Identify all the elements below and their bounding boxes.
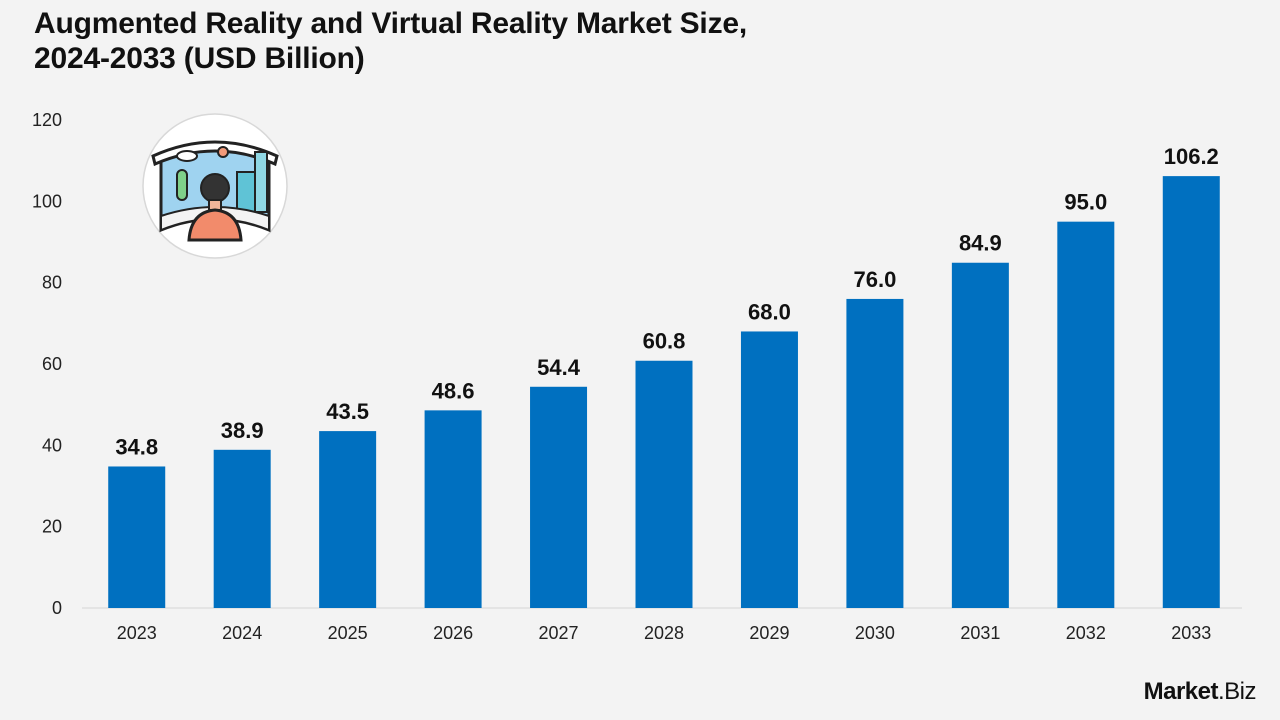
chart-title-line2: 2024-2033 (USD Billion)	[34, 42, 365, 75]
brand-suffix: .Biz	[1217, 678, 1257, 705]
y-tick-label: 100	[32, 191, 62, 211]
chart-title-line1: Augmented Reality and Virtual Reality Ma…	[34, 7, 747, 40]
bar-value-label: 38.9	[221, 418, 264, 443]
bar	[424, 410, 482, 608]
bar	[951, 262, 1009, 608]
x-tick-label: 2032	[1066, 623, 1106, 643]
bar	[635, 360, 693, 608]
x-tick-label: 2033	[1171, 623, 1211, 643]
bar	[319, 431, 377, 608]
y-tick-label: 80	[42, 273, 62, 293]
bars-group: 34.8 38.9 43.5 48.6 54.4 60.8 68.0 76.0 84.9 95.0…	[108, 144, 1220, 608]
bar-value-label: 95.0	[1064, 190, 1107, 215]
bar-value-label: 43.5	[326, 399, 369, 424]
y-tick-label: 20	[42, 517, 62, 537]
brand-logo: Market.Biz	[1143, 678, 1257, 706]
bar-value-label: 60.8	[643, 329, 686, 354]
bar-value-label: 68.0	[748, 299, 791, 324]
y-tick-label: 40	[42, 435, 62, 455]
x-tick-label: 2028	[644, 623, 684, 643]
bar	[740, 331, 798, 608]
bar	[846, 298, 904, 608]
y-tick-label: 60	[42, 354, 62, 374]
bar-value-label: 34.8	[115, 434, 158, 459]
x-tick-label: 2026	[433, 623, 473, 643]
x-tick-label: 2023	[117, 623, 157, 643]
bar-value-label: 54.4	[537, 355, 581, 380]
x-axis: 2023 2024 2025 2026 2027 2028 2029 2030 2031 2032…	[117, 623, 1212, 643]
ar-vr-headset-user-icon	[142, 113, 288, 259]
x-tick-label: 2029	[749, 623, 789, 643]
bar	[108, 466, 166, 608]
bar	[1057, 221, 1115, 608]
bar-value-label: 106.2	[1164, 144, 1219, 169]
chart-title: Augmented Reality and Virtual Reality Ma…	[34, 6, 1034, 76]
x-tick-label: 2030	[855, 623, 895, 643]
x-tick-label: 2027	[539, 623, 579, 643]
bar	[1162, 176, 1220, 608]
y-tick-label: 120	[32, 110, 62, 130]
bar-value-label: 76.0	[853, 267, 896, 292]
bar	[530, 386, 588, 608]
x-tick-label: 2031	[960, 623, 1000, 643]
bar	[213, 449, 271, 608]
x-tick-label: 2025	[328, 623, 368, 643]
x-tick-label: 2024	[222, 623, 262, 643]
brand-name: Market	[1143, 678, 1219, 705]
bar-value-label: 84.9	[959, 231, 1002, 256]
y-axis: 0 20 40 60 80 100 120	[32, 110, 62, 618]
bar-value-label: 48.6	[432, 378, 475, 403]
y-tick-label: 0	[52, 598, 62, 618]
